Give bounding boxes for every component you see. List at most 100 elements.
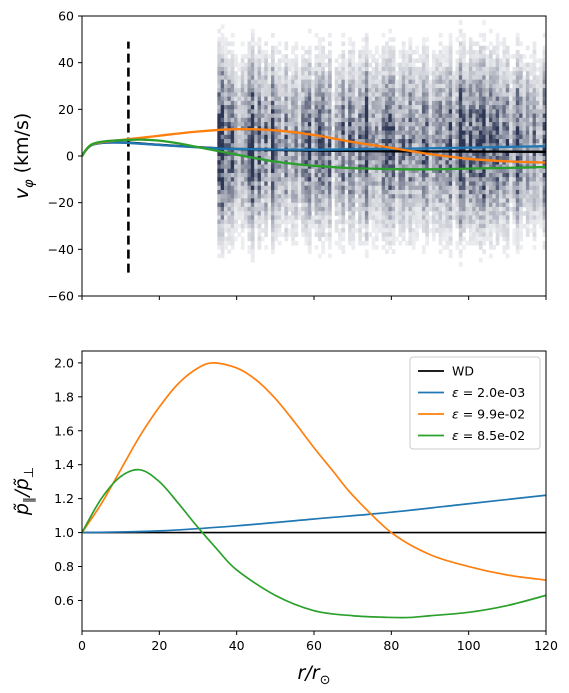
histogram-cell <box>529 156 533 161</box>
histogram-cell <box>317 79 322 85</box>
histogram-cell <box>354 194 359 199</box>
histogram-cell <box>234 185 238 191</box>
histogram-cell <box>488 160 493 165</box>
histogram-cell <box>515 105 520 110</box>
histogram-cell <box>428 228 433 233</box>
histogram-cell <box>264 109 269 114</box>
histogram-cell <box>260 117 265 123</box>
histogram-cell <box>458 20 463 25</box>
histogram-cell <box>391 92 396 97</box>
histogram-cell <box>495 143 500 148</box>
histogram-cell <box>529 181 533 187</box>
histogram-cell <box>431 143 436 148</box>
histogram-cell <box>509 168 513 174</box>
histogram-cell <box>502 113 507 119</box>
histogram-cell <box>311 160 315 165</box>
histogram-cell <box>465 130 470 136</box>
histogram-cell <box>247 134 252 140</box>
histogram-cell <box>240 228 245 233</box>
histogram-cell <box>478 139 483 144</box>
histogram-cell <box>364 122 369 127</box>
histogram-cell <box>281 219 285 225</box>
histogram-cell <box>455 79 460 85</box>
histogram-cell <box>478 32 483 38</box>
histogram-cell <box>368 79 372 85</box>
histogram-cell <box>398 172 403 178</box>
histogram-cell <box>351 151 356 157</box>
histogram-cell <box>361 75 366 81</box>
histogram-cell <box>391 88 396 93</box>
histogram-cell <box>472 96 476 102</box>
histogram-cell <box>515 126 520 131</box>
histogram-cell <box>301 139 305 144</box>
y-tick-label: 0.6 <box>54 593 74 608</box>
histogram-cell <box>398 177 403 182</box>
histogram-cell <box>499 160 503 165</box>
histogram-cell <box>328 181 332 187</box>
histogram-cell <box>274 181 279 187</box>
histogram-cell <box>257 66 262 72</box>
histogram-cell <box>485 62 490 68</box>
histogram-cell <box>425 75 430 81</box>
histogram-cell <box>502 71 507 76</box>
histogram-cell <box>488 58 493 64</box>
histogram-cell <box>264 92 269 97</box>
histogram-cell <box>254 71 258 76</box>
histogram-cell <box>428 172 433 178</box>
histogram-cell <box>445 88 450 93</box>
histogram-cell <box>462 126 466 131</box>
histogram-cell <box>488 194 493 199</box>
histogram-cell <box>401 156 406 161</box>
histogram-cell <box>270 100 275 106</box>
histogram-cell <box>217 75 222 81</box>
histogram-cell <box>411 202 416 208</box>
histogram-cell <box>250 117 255 123</box>
histogram-cell <box>328 202 332 208</box>
histogram-cell <box>364 37 369 42</box>
histogram-cell <box>499 219 503 225</box>
histogram-cell <box>485 164 490 170</box>
histogram-cell <box>458 139 463 144</box>
histogram-cell <box>421 96 426 102</box>
histogram-cell <box>311 105 315 110</box>
histogram-cell <box>364 211 369 216</box>
histogram-cell <box>425 215 430 221</box>
histogram-cell <box>224 156 228 161</box>
histogram-cell <box>378 83 383 89</box>
histogram-cell <box>344 126 349 131</box>
histogram-cell <box>361 88 366 93</box>
histogram-cell <box>364 62 369 68</box>
histogram-cell <box>535 126 540 131</box>
histogram-cell <box>247 160 252 165</box>
y-tick-label: 1.4 <box>54 457 74 472</box>
histogram-cell <box>321 83 326 89</box>
histogram-cell <box>217 139 222 144</box>
histogram-cell <box>317 181 322 187</box>
histogram-cell <box>358 206 362 212</box>
histogram-cell <box>284 206 289 212</box>
histogram-cell <box>307 75 312 81</box>
histogram-cell <box>324 156 329 161</box>
histogram-cell <box>475 160 480 165</box>
histogram-cell <box>314 198 319 204</box>
histogram-cell <box>405 177 409 182</box>
histogram-cell <box>535 156 540 161</box>
histogram-cell <box>525 109 530 114</box>
histogram-cell <box>351 105 356 110</box>
histogram-cell <box>331 134 336 140</box>
histogram-cell <box>502 164 507 170</box>
histogram-cell <box>398 185 403 191</box>
histogram-cell <box>297 134 302 140</box>
histogram-cell <box>230 215 235 221</box>
histogram-cell <box>492 228 497 233</box>
histogram-cell <box>334 206 339 212</box>
histogram-cell <box>421 198 426 204</box>
histogram-cell <box>247 194 252 199</box>
histogram-cell <box>334 117 339 123</box>
histogram-cell <box>499 164 503 170</box>
histogram-cell <box>227 194 232 199</box>
histogram-cell <box>522 109 527 114</box>
histogram-cell <box>224 54 228 59</box>
histogram-cell <box>465 211 470 216</box>
histogram-cell <box>237 113 242 119</box>
